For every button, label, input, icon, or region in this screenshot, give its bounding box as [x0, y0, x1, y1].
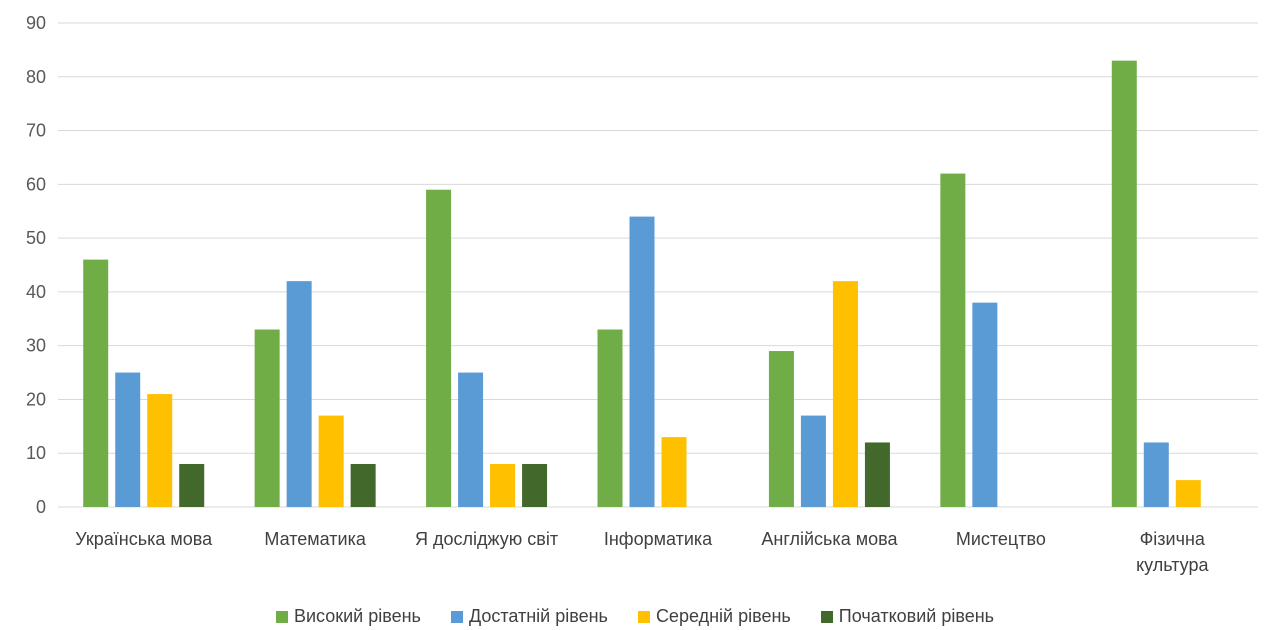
- bar: [1175, 480, 1201, 507]
- y-axis-ticks: 0 10 20 30 40 50 60 70 80 90: [26, 13, 46, 517]
- x-category-label: Українська мова: [75, 529, 213, 549]
- bar: [832, 281, 858, 507]
- bar: [864, 442, 890, 507]
- x-category-label-line: Фізична: [1140, 529, 1206, 549]
- y-tick-label: 30: [26, 336, 46, 356]
- legend-swatch: [637, 610, 650, 623]
- bar: [254, 329, 280, 507]
- legend-item: Початковий рівень: [820, 606, 995, 627]
- x-category-label-line: культура: [1136, 555, 1209, 575]
- bar: [597, 329, 623, 507]
- x-category-label: Я досліджую світ: [415, 529, 558, 549]
- bar: [768, 351, 794, 507]
- legend-label: Високий рівень: [293, 606, 421, 626]
- bar: [83, 259, 109, 507]
- x-category-label-line: Англійська мова: [761, 529, 898, 549]
- bar: [1111, 60, 1137, 508]
- x-category-label: Фізична культура: [1136, 529, 1209, 575]
- x-category-label-line: Мистецтво: [956, 529, 1046, 549]
- bar: [522, 463, 548, 507]
- legend-label: Середній рівень: [655, 606, 791, 626]
- y-tick-label: 80: [26, 67, 46, 87]
- legend-swatch: [275, 610, 288, 623]
- bar: [179, 463, 205, 507]
- x-category-label: Англійська мова: [761, 529, 898, 549]
- legend-item: Достатній рівень: [450, 606, 608, 627]
- x-category-label-line: Українська мова: [75, 529, 213, 549]
- bars: [83, 60, 1201, 508]
- legend-label: Достатній рівень: [468, 606, 608, 626]
- x-category-label-line: Математика: [264, 529, 366, 549]
- y-tick-label: 0: [36, 497, 46, 517]
- x-category-label-line: Інформатика: [604, 529, 713, 549]
- legend-swatch: [450, 610, 463, 623]
- bar: [318, 415, 344, 507]
- x-category-label: Математика: [264, 529, 366, 549]
- x-category-label: Інформатика: [604, 529, 713, 549]
- bar: [940, 173, 966, 508]
- y-tick-label: 20: [26, 389, 46, 409]
- bar: [115, 372, 141, 507]
- x-axis-labels: Українська мова Математика Я досліджую сві…: [75, 529, 1209, 575]
- y-tick-label: 10: [26, 443, 46, 463]
- bar: [1143, 442, 1169, 507]
- y-tick-label: 40: [26, 282, 46, 302]
- bar: [661, 437, 687, 507]
- bar: [286, 281, 312, 507]
- bar-chart: 0 10 20 30 40 50 60 70 80 90 Українська мова Матем…: [26, 13, 1258, 575]
- bar: [800, 415, 826, 507]
- y-tick-label: 90: [26, 13, 46, 33]
- legend-item: Середній рівень: [637, 606, 791, 627]
- legend-item: Високий рівень: [275, 606, 421, 627]
- bar: [350, 463, 376, 507]
- bar: [972, 302, 998, 507]
- x-category-label: Мистецтво: [956, 529, 1046, 549]
- gridlines: [58, 22, 1258, 508]
- x-category-label-line: Я досліджую світ: [415, 529, 558, 549]
- legend-label: Початковий рівень: [838, 606, 995, 626]
- y-tick-label: 50: [26, 228, 46, 248]
- bar: [490, 463, 516, 507]
- bar: [629, 216, 655, 507]
- bar: [426, 189, 452, 507]
- y-tick-label: 70: [26, 121, 46, 141]
- legend-swatch: [820, 610, 833, 623]
- bar: [147, 394, 173, 507]
- legend: Високий рівень Достатній рівень Середній р…: [0, 606, 1270, 627]
- bar: [458, 372, 484, 507]
- y-tick-label: 60: [26, 174, 46, 194]
